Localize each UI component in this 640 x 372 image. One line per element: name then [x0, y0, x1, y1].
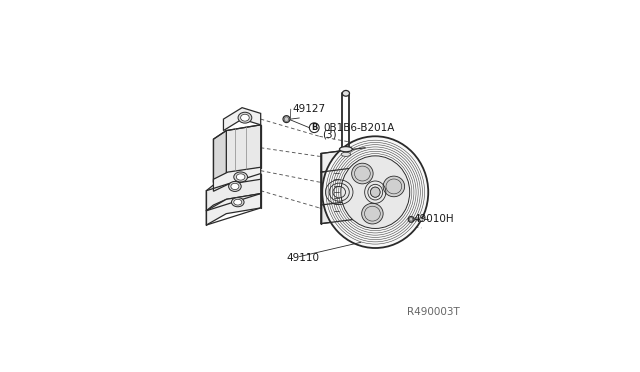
Text: 49110: 49110	[287, 253, 319, 263]
Ellipse shape	[341, 156, 410, 228]
Text: 0B1B6-B201A: 0B1B6-B201A	[324, 123, 395, 133]
Polygon shape	[213, 131, 227, 182]
Ellipse shape	[234, 172, 248, 182]
Circle shape	[283, 116, 290, 122]
Polygon shape	[206, 193, 260, 225]
Ellipse shape	[383, 176, 404, 197]
Text: (3): (3)	[322, 130, 337, 140]
Polygon shape	[206, 173, 260, 211]
Ellipse shape	[341, 153, 351, 156]
Circle shape	[309, 123, 319, 132]
Ellipse shape	[323, 136, 428, 248]
Text: 49127: 49127	[292, 104, 325, 114]
Ellipse shape	[339, 147, 353, 152]
Circle shape	[408, 217, 414, 222]
Ellipse shape	[371, 187, 380, 197]
Polygon shape	[321, 166, 365, 224]
Polygon shape	[223, 108, 260, 131]
Polygon shape	[321, 148, 365, 172]
Circle shape	[410, 218, 413, 221]
Polygon shape	[213, 167, 260, 191]
Text: 49010H: 49010H	[414, 214, 454, 224]
Circle shape	[414, 218, 417, 221]
Ellipse shape	[234, 199, 242, 205]
Text: R490003T: R490003T	[407, 307, 460, 317]
Circle shape	[284, 117, 289, 121]
Ellipse shape	[342, 90, 349, 96]
Ellipse shape	[232, 198, 244, 207]
Ellipse shape	[241, 114, 249, 121]
Ellipse shape	[236, 174, 245, 180]
Ellipse shape	[351, 163, 373, 184]
Ellipse shape	[228, 182, 241, 192]
Circle shape	[420, 218, 423, 221]
Polygon shape	[227, 125, 260, 173]
Circle shape	[417, 218, 420, 221]
Ellipse shape	[362, 203, 383, 224]
Ellipse shape	[231, 183, 239, 190]
Ellipse shape	[238, 112, 252, 123]
Text: B: B	[311, 123, 317, 132]
